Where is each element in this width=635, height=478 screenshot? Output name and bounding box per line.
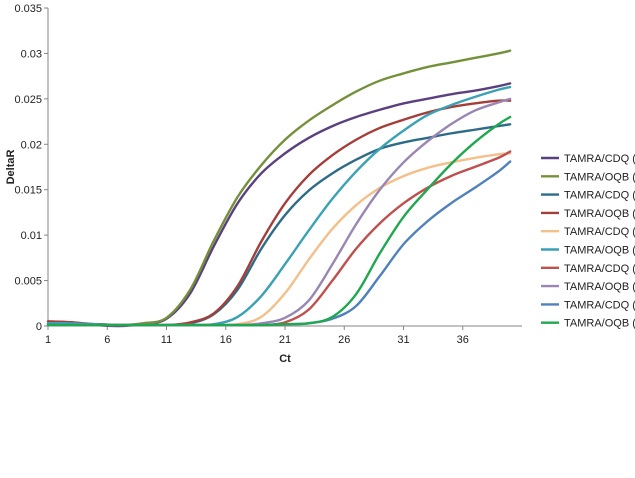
- series-line-5: [46, 152, 512, 327]
- x-tick-label: 6: [104, 334, 110, 346]
- y-tick-label: 0.035: [14, 3, 42, 15]
- y-tick-label: 0.03: [21, 48, 42, 60]
- x-tick-label: 16: [220, 334, 232, 346]
- legend-label: TAMRA/CDQ (1): [564, 153, 635, 165]
- x-tick-label: 1: [45, 334, 51, 346]
- legend: TAMRA/CDQ (1) TAMRA/OQB (1) TAMRA/CDQ (2) T…: [541, 153, 635, 330]
- legend-label: TAMRA/CDQ (3): [564, 226, 635, 238]
- series-line-3: [46, 123, 512, 327]
- x-tick-label: 11: [161, 334, 172, 346]
- series-line-10: [46, 115, 512, 327]
- y-tick-label: 0: [36, 321, 42, 333]
- y-tick-label: 0.005: [14, 276, 42, 288]
- y-tick-label: 0.01: [21, 230, 42, 242]
- y-tick-label: 0.02: [21, 139, 42, 151]
- series-line-1: [46, 82, 512, 328]
- legend-label: TAMRA/OQB (4): [564, 281, 635, 293]
- x-tick-label: 26: [338, 334, 350, 346]
- legend-label: TAMRA/OQB (3): [564, 245, 635, 257]
- legend-label: TAMRA/OQB (2): [564, 208, 635, 220]
- series-line-2: [46, 49, 512, 327]
- x-tick-label: 36: [457, 334, 469, 346]
- x-tick-label: 31: [397, 334, 409, 346]
- series-lines: [46, 49, 512, 328]
- legend-label: TAMRA/OQB (1): [564, 171, 635, 183]
- legend-label: TAMRA/OQB (5): [564, 318, 635, 330]
- y-tick-label: 0.025: [14, 94, 42, 106]
- series-line-6: [46, 85, 512, 327]
- x-tick-label: 21: [279, 334, 291, 346]
- y-tick-label: 0.015: [14, 185, 42, 197]
- legend-label: TAMRA/CDQ (2): [564, 190, 635, 202]
- x-axis-title: Ct: [279, 353, 291, 365]
- legend-label: TAMRA/CDQ (4): [564, 263, 635, 275]
- y-axis-title: DeltaR: [5, 150, 17, 185]
- legend-label: TAMRA/CDQ (5): [564, 299, 635, 311]
